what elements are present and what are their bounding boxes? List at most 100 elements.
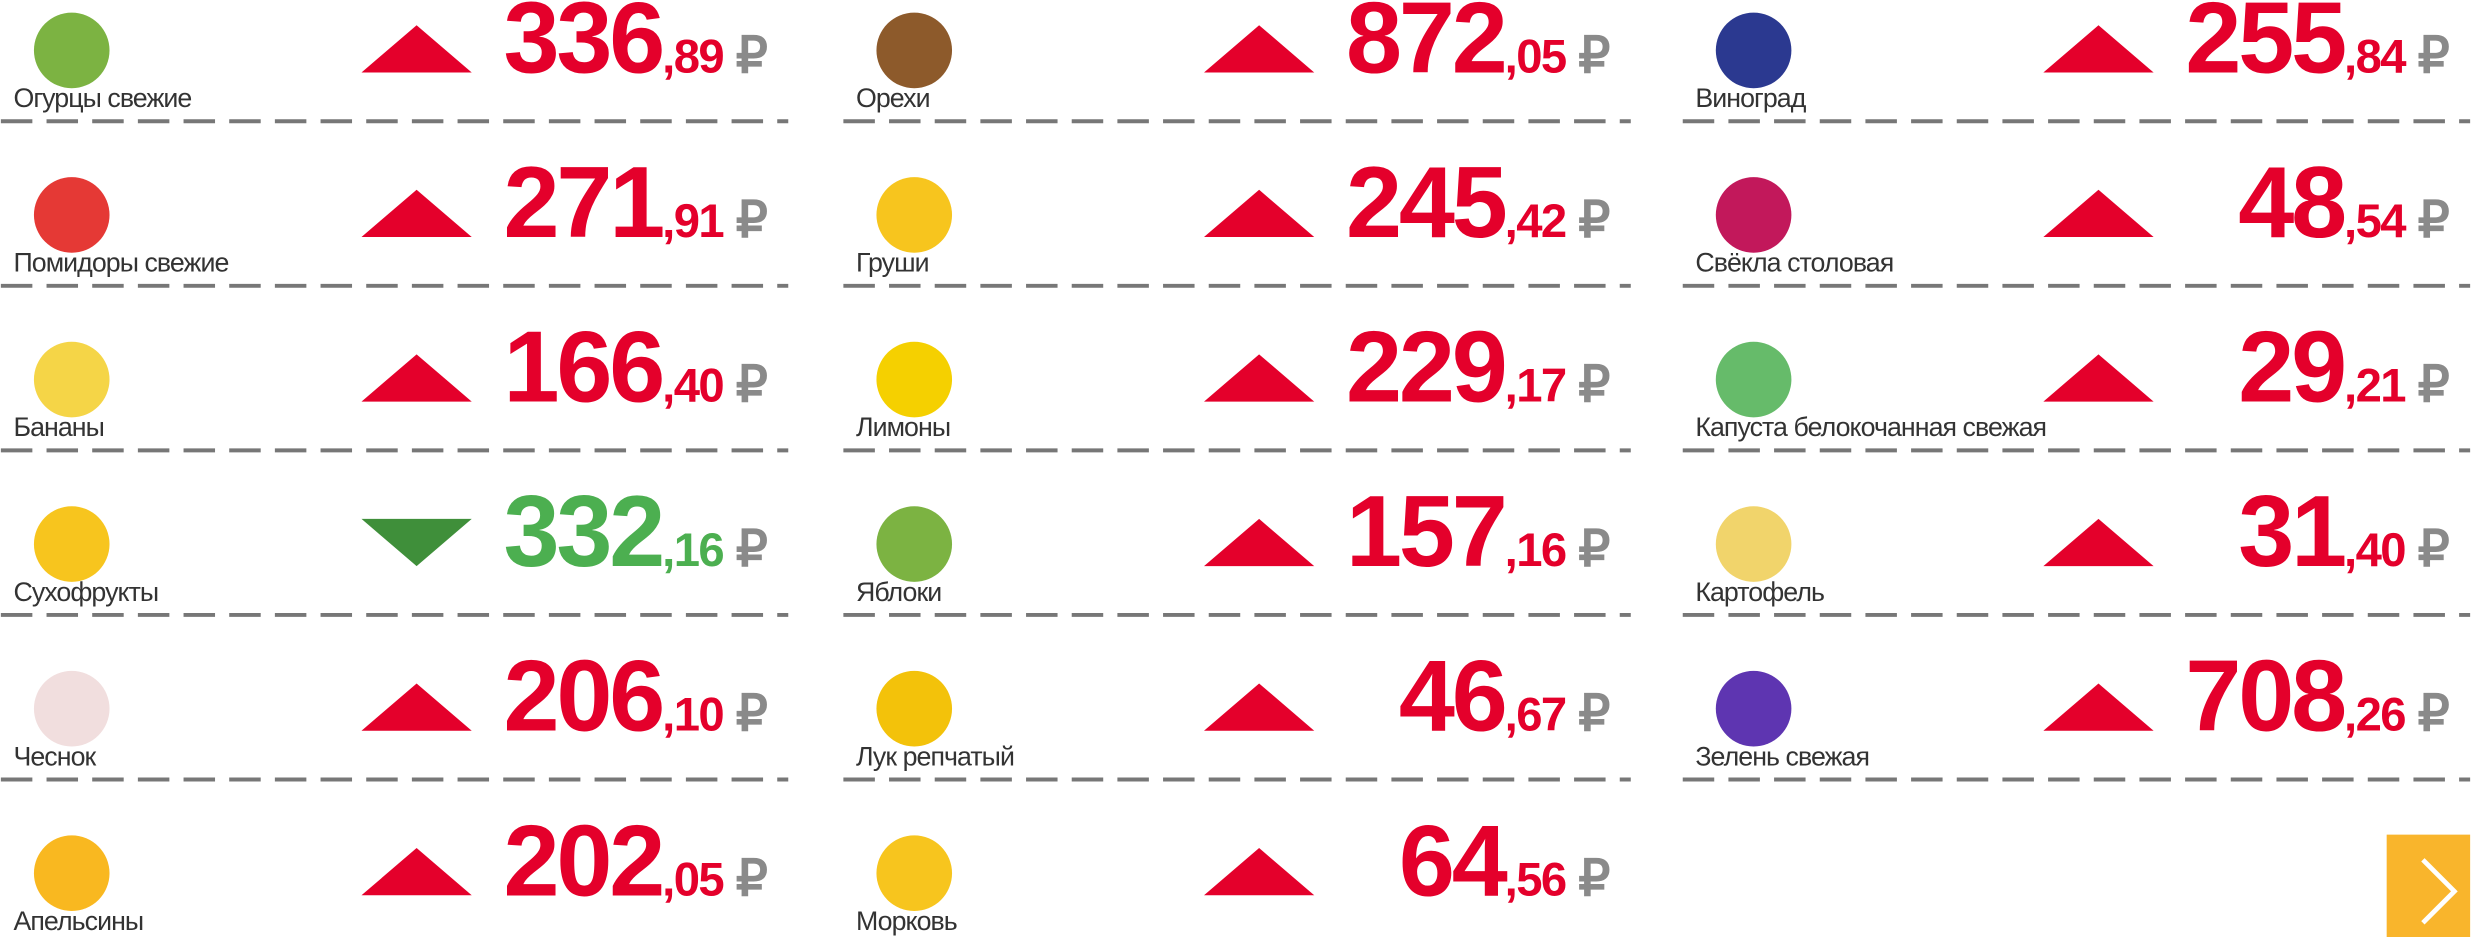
currency: ₽ [736,685,768,742]
price: 255,84 ₽ [2185,0,2449,94]
price-whole: 872 [1346,0,1505,94]
price-fraction: ,26 [2344,689,2405,742]
price-row: Бананы 166,40 ₽ [0,312,789,453]
price-whole: 255 [2185,0,2345,94]
product-icon [33,506,110,582]
product-icon [1715,506,1792,582]
product-name: Виноград [1695,83,1806,113]
next-button-bg[interactable] [2386,834,2471,937]
price-fraction: ,42 [1505,195,1566,248]
product-icon [876,177,953,253]
trend-up [2043,25,2154,73]
price-row: Чеснок 206,10 ₽ [0,641,789,782]
currency: ₽ [1578,356,1610,413]
trend-up [2043,354,2154,402]
price: 29,21 ₽ [2238,312,2449,424]
trend-up [2043,683,2154,731]
price-row: Орехи 872,05 ₽ [843,0,1631,124]
price-row: Виноград 255,84 ₽ [1682,0,2471,124]
currency: ₽ [736,520,768,577]
price-whole: 46 [1399,641,1505,753]
product-name: Зелень свежая [1695,741,1869,771]
price-whole: 166 [503,312,662,424]
next-chevron[interactable] [2421,858,2458,925]
product-name: Лук репчатый [856,741,1014,771]
product-name: Бананы [13,412,103,442]
price-whole: 271 [503,147,663,259]
currency: ₽ [736,849,768,906]
price-fraction: ,21 [2344,360,2405,413]
price-row: Яблоки 157,16 ₽ [843,476,1631,617]
price: 271,91 ₽ [503,147,767,259]
product-icon [33,177,110,253]
product-name: Морковь [856,906,957,936]
price-fraction: ,16 [662,524,723,577]
product-icon [876,670,953,747]
price: 64,56 ₽ [1399,805,1610,917]
price-whole: 157 [1346,476,1505,588]
price: 46,67 ₽ [1399,641,1610,753]
product-icon [1715,341,1792,418]
price: 157,16 ₽ [1346,476,1610,588]
product-name: Лимоны [856,412,950,442]
price-row: Картофель 31,40 ₽ [1682,476,2471,617]
price-fraction: ,16 [1505,524,1566,577]
trend-up [1204,848,1315,896]
price-whole: 64 [1399,805,1508,917]
product-icon [33,835,110,912]
price-fraction: ,40 [662,360,723,413]
trend-up [2043,518,2154,567]
trend-up [1204,189,1315,238]
price: 31,40 ₽ [2238,476,2449,588]
currency: ₽ [736,356,768,413]
currency: ₽ [1578,849,1610,906]
trend-up [361,354,472,402]
price-whole: 29 [2238,312,2344,424]
price-row: Помидоры свежие 271,91 ₽ [0,147,789,288]
product-name: Огурцы свежие [13,83,191,113]
price-fraction: ,89 [662,30,723,83]
price-whole: 206 [503,641,662,753]
price: 332,16 ₽ [503,476,767,588]
currency: ₽ [2418,520,2450,577]
trend-up [361,189,472,238]
price-whole: 48 [2238,147,2344,259]
price: 229,17 ₽ [1346,312,1610,424]
product-name: Сухофрукты [13,577,158,607]
price-fraction: ,05 [1505,30,1566,83]
price: 202,05 ₽ [503,805,767,917]
currency: ₽ [1578,520,1610,577]
product-icon [33,12,110,89]
price-fraction: ,10 [662,689,723,742]
product-icon [876,835,953,912]
product-icon [876,506,953,582]
price-row: Капуста белокочанная свежая 29,21 ₽ [1682,312,2471,453]
price: 206,10 ₽ [503,641,767,753]
product-icon [1715,177,1792,253]
price: 166,40 ₽ [503,312,767,424]
price-row: Груши 245,42 ₽ [843,147,1631,288]
price-fraction: ,40 [2344,524,2405,577]
product-icon [876,12,953,89]
currency: ₽ [736,191,768,248]
currency: ₽ [2418,26,2450,83]
trend-up [361,683,472,731]
price: 336,89 ₽ [503,0,767,94]
price-row: Свёкла столовая 48,54 ₽ [1682,147,2471,288]
currency: ₽ [2418,685,2450,742]
currency: ₽ [1578,685,1610,742]
product-name: Орехи [856,83,930,113]
trend-down [361,518,472,567]
price-whole: 245 [1346,147,1506,259]
trend-up [1204,518,1315,567]
price-fraction: ,56 [1505,853,1566,906]
product-name: Яблоки [856,577,941,607]
price-row: Лук репчатый 46,67 ₽ [843,641,1631,782]
price-whole: 336 [503,0,662,94]
trend-up [2043,189,2154,238]
product-icon [33,341,110,418]
price-fraction: ,84 [2344,30,2407,83]
product-name: Свёкла столовая [1695,248,1893,278]
next-button[interactable] [2386,834,2471,937]
